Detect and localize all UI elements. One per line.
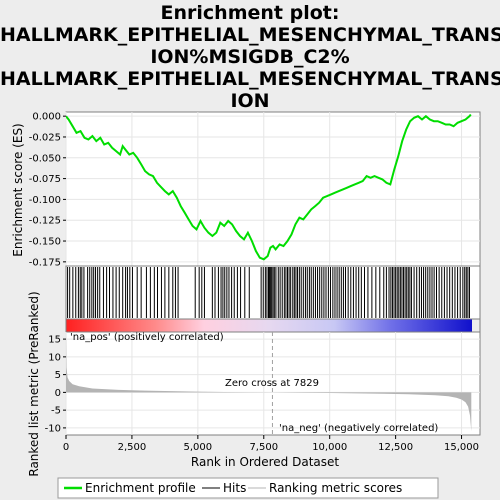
es-y-tick-label: -0.075	[29, 174, 61, 185]
metric-y-tick-label: 15	[48, 335, 61, 346]
es-panel-frame	[65, 111, 481, 267]
chart-title-line-1: Enrichment plot:	[160, 2, 340, 24]
legend-enrichment-profile-label: Enrichment profile	[85, 481, 196, 495]
x-tick-label: 10,000	[312, 442, 347, 453]
positive-correlation-label: 'na_pos' (positively correlated)	[70, 332, 224, 343]
zero-cross-label: Zero cross at 7829	[225, 378, 319, 389]
enrichment-profile-line	[66, 113, 472, 261]
chart-title-line-2: HALLMARK_EPITHELIAL_MESENCHYMAL_TRANSIT	[0, 24, 500, 46]
es-y-axis-title: Enrichment score (ES)	[11, 123, 25, 256]
metric-panel-frame	[65, 331, 481, 436]
x-tick-label: 2,500	[118, 442, 147, 453]
chart-title: Enrichment plot: HALLMARK_EPITHELIAL_MES…	[0, 2, 500, 112]
x-axis-title: Rank in Ordered Dataset	[191, 455, 339, 469]
es-y-tick-label: -0.100	[29, 195, 61, 206]
x-tick-label: 15,000	[444, 442, 479, 453]
es-y-tick-label: -0.025	[29, 132, 61, 143]
es-y-tick-label: -0.150	[29, 237, 61, 248]
legend: Enrichment profile Hits Ranking metric s…	[57, 477, 439, 499]
metric-y-tick-label: -10	[45, 423, 61, 434]
rank-color-bar	[66, 319, 472, 332]
chart-title-line-3: ION%MSIGDB_C2%	[150, 46, 350, 68]
es-y-tick-label: 0.000	[32, 112, 61, 123]
metric-y-tick-label: -5	[51, 406, 61, 417]
x-tick-label: 5,000	[184, 442, 213, 453]
chart-title-line-5: ION	[230, 90, 270, 112]
metric-y-tick-label: 10	[48, 352, 61, 363]
x-tick-label: 7,500	[249, 442, 278, 453]
x-tick-label: 12,500	[378, 442, 413, 453]
es-y-tick-label: -0.050	[29, 153, 61, 164]
negative-correlation-label: 'na_neg' (negatively correlated)	[279, 423, 438, 434]
metric-y-tick-label: 0	[55, 388, 61, 399]
metric-y-axis-title: Ranked list metric (PreRanked)	[27, 291, 41, 476]
metric-y-tick-label: 5	[55, 370, 61, 381]
x-tick-label: 0	[63, 442, 69, 453]
es-y-tick-label: -0.125	[29, 216, 61, 227]
legend-ranking-metric-label: Ranking metric scores	[269, 481, 402, 495]
es-y-tick-label: -0.175	[29, 257, 61, 268]
legend-hits-label: Hits	[223, 481, 246, 495]
chart-title-line-4: HALLMARK_EPITHELIAL_MESENCHYMAL_TRANSIT	[0, 68, 500, 90]
